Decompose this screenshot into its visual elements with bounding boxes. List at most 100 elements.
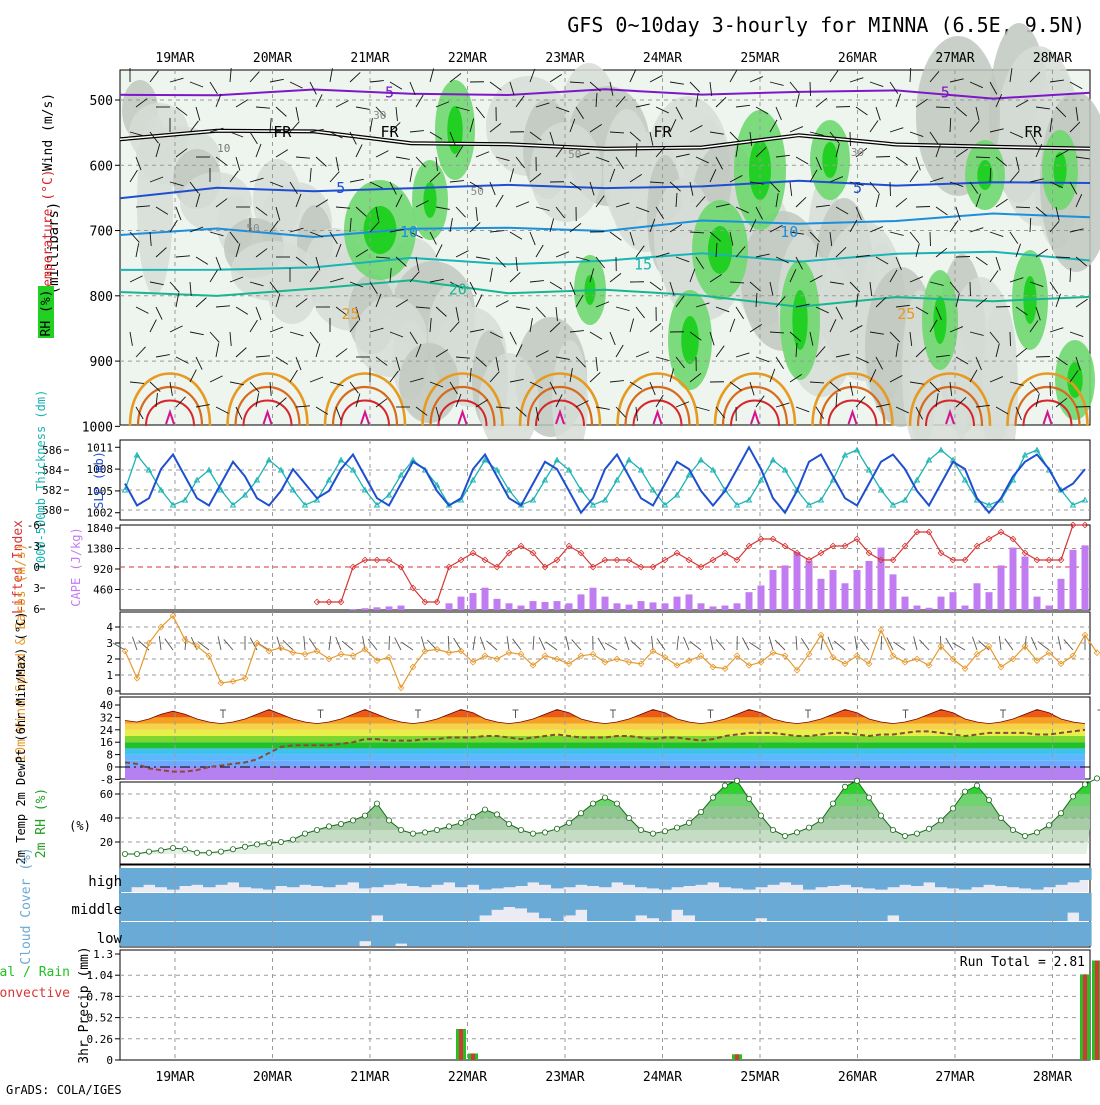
cloud-bar-mid [1019, 893, 1032, 921]
cloud-bar-low [191, 922, 204, 946]
rh2m-point [890, 827, 895, 832]
cloud-bar-mid [803, 893, 816, 921]
cloud-bar-low [167, 922, 180, 946]
rh2m-point [518, 827, 523, 832]
cape-bar [710, 606, 717, 610]
cape-bar [686, 594, 693, 610]
cloud-middle-label: middle [71, 902, 122, 918]
cape-bar [734, 603, 741, 610]
cape-bar [1046, 606, 1053, 610]
date-label-top: 20MAR [253, 51, 292, 66]
cloud-bar-high [215, 868, 228, 885]
rh2m-point [458, 820, 463, 825]
cloud-bar-mid [947, 893, 960, 921]
temp2m-label: 2m Temp 2m DewPt (6hr Min/Max) (°C) [14, 612, 28, 865]
cloud-bar-low [731, 922, 744, 946]
rh2m-point [662, 829, 667, 834]
cloud-bar-high [491, 868, 504, 888]
cloud-bar-low [203, 922, 216, 946]
cloud-bar-high [875, 868, 888, 890]
cloud-bar-low [335, 922, 348, 946]
cloud-bar-low [1019, 922, 1032, 946]
cape-bar [866, 561, 873, 610]
run-total: Run Total = 2.81 [960, 955, 1085, 970]
temp-tick-label: 16 [100, 736, 113, 749]
cloud-bar-low [131, 922, 144, 946]
rh2m-point [938, 818, 943, 823]
cloud-bar-high [479, 868, 492, 890]
cloud-bar-mid [419, 893, 432, 921]
panel-thickness-frame [120, 440, 1090, 520]
cape-bar [458, 597, 465, 610]
cloud-bar-high [143, 868, 156, 885]
cloud-bar-high [335, 868, 348, 885]
cape-bar [506, 603, 513, 610]
cloud-bar-low [263, 922, 276, 946]
rh2m-point [866, 795, 871, 800]
cloud-bar-high [611, 868, 624, 882]
cape-bar [914, 606, 921, 610]
wind10-tick-label: 0 [106, 685, 113, 698]
cloud-bar-mid [611, 893, 624, 921]
cloud-bar-low [671, 922, 684, 946]
cloud-bar-high [995, 868, 1008, 886]
rh-saturated-core [447, 106, 462, 154]
cloud-bar-low [875, 922, 888, 946]
temp-band [120, 742, 1090, 748]
cloud-bar-low [1055, 922, 1068, 946]
rh2m-point [446, 824, 451, 829]
cape-bar [962, 606, 969, 610]
cloud-bar-high [635, 868, 648, 887]
date-label-bottom: 28MAR [1033, 1070, 1072, 1085]
cape-bar [998, 565, 1005, 610]
cloud-bar-low [779, 922, 792, 946]
cape-bar [674, 597, 681, 610]
rh2m-point [614, 801, 619, 806]
cloud-bar-high [983, 868, 996, 885]
cloud-bar-mid [743, 893, 756, 921]
cloud-bar-low [755, 922, 768, 946]
cloud-bar-high [515, 868, 528, 886]
cloud-bar-low [287, 922, 300, 946]
contour-label: 10 [780, 223, 798, 241]
grads-footer: GrADS: COLA/IGES [6, 1083, 122, 1097]
cloud-bar-high [719, 868, 732, 887]
cloud-bar-low [971, 922, 984, 946]
cape-bar [1082, 545, 1089, 610]
rh2m-point [818, 818, 823, 823]
cloud-bar-high [407, 868, 420, 886]
cloud-bar-high [239, 868, 252, 887]
cloud-bar-high [779, 868, 792, 882]
rh2m-point [314, 827, 319, 832]
cloud-bar-mid [563, 893, 576, 915]
contour-label: FR [273, 123, 292, 141]
rh2m-point [914, 831, 919, 836]
cape-bar [398, 606, 405, 610]
pressure-tick-label: 1000 [82, 420, 113, 435]
cloud-bar-low [395, 922, 408, 944]
cloud-bar-low [683, 922, 696, 946]
cloud-label: Cloud Cover (%) [19, 847, 34, 964]
cloud-bar-high [227, 868, 240, 882]
temp-band [120, 748, 1090, 754]
cloud-bar-low [383, 922, 396, 946]
rh2m-point [650, 831, 655, 836]
cape-bar [974, 583, 981, 610]
temp-band [120, 761, 1090, 767]
cape-bar [530, 601, 537, 610]
cloud-bar-low [767, 922, 780, 946]
pressure-tick-label: 600 [90, 159, 113, 174]
contour-label: FR [1024, 123, 1043, 141]
temp-tick-label: 40 [100, 699, 113, 712]
cape-bar [650, 602, 657, 610]
cloud-bar-low [143, 922, 156, 946]
cloud-bar-low [611, 922, 624, 946]
wind10-tick-label: 1 [106, 669, 113, 682]
cloud-bar-mid [311, 893, 324, 921]
cape-bar [1022, 557, 1029, 610]
contour-label: 5 [941, 83, 950, 101]
cloud-bar-low [371, 922, 384, 946]
